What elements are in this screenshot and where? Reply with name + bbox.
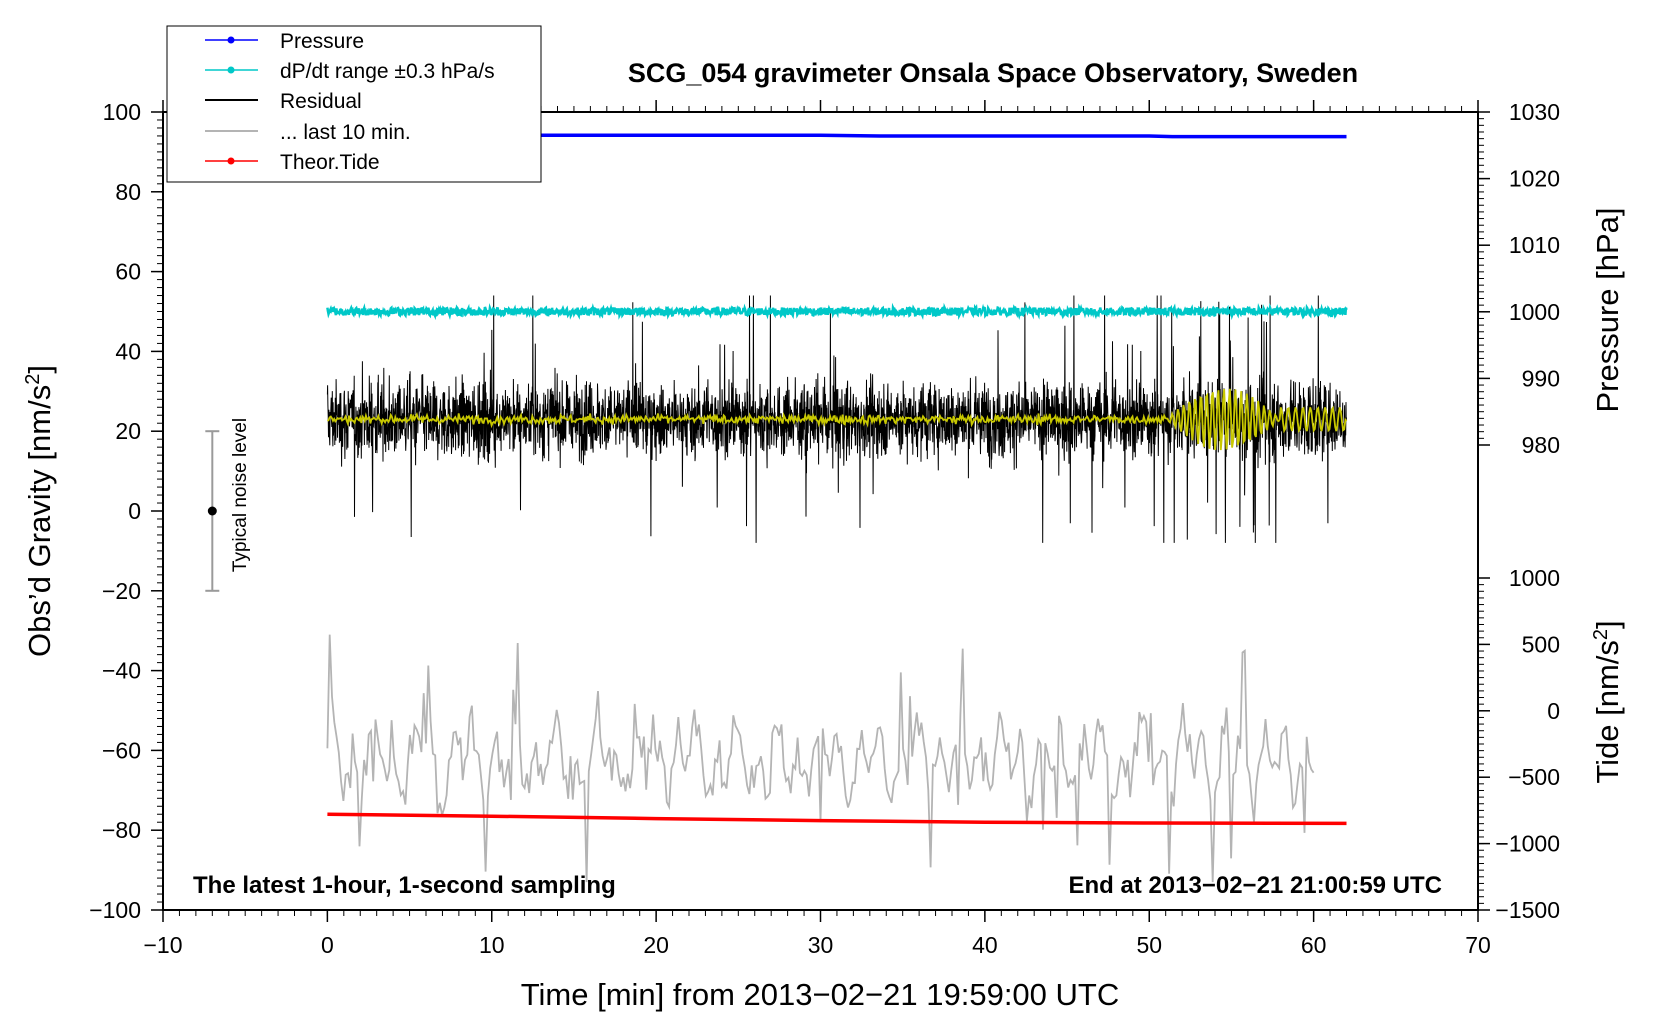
y-left-tick-label: −60 [102, 737, 141, 763]
x-tick-label: 10 [479, 932, 505, 958]
dpdt-series-line [326, 302, 1348, 321]
noise-level-label: Typical noise level [230, 418, 251, 572]
y-left-tick-label: 80 [115, 179, 141, 205]
legend-label-dpdt: dP/dt range ±0.3 hPa/s [280, 60, 495, 83]
x-axis-title: Time [min] from 2013−02−21 19:59:00 UTC [521, 977, 1120, 1012]
annotation-end-time: End at 2013−02−21 21:00:59 UTC [1068, 872, 1442, 899]
y-left-tick-label: −40 [102, 658, 141, 684]
y-axis-title-tide-sup: 2 [1590, 629, 1612, 640]
legend-marker-pressure [227, 36, 235, 44]
y-ticks-tide: 1000 500 0 −500 −1000 −1500 [1478, 565, 1560, 923]
y-left-tick-label: −100 [89, 897, 141, 923]
pressure-series-line [327, 133, 1347, 139]
x-tick-label: 0 [321, 932, 334, 958]
y-left-tick-label: 20 [115, 418, 141, 444]
tide-tick-label: −500 [1508, 764, 1560, 790]
y-left-tick-label: −20 [102, 578, 141, 604]
x-tick-label: 20 [643, 932, 669, 958]
residual-smoothed-series-line [326, 388, 1348, 451]
y-axis-title-left: Obs’d Gravity [nm/s2] [22, 365, 57, 657]
y-left-tick-label: 40 [115, 338, 141, 364]
pressure-tick-label: 980 [1522, 432, 1560, 458]
y-left-tick-label: −80 [102, 817, 141, 843]
pressure-tick-label: 1010 [1509, 232, 1560, 258]
chart-title: SCG_054 gravimeter Onsala Space Observat… [628, 58, 1358, 88]
legend-label-pressure: Pressure [280, 30, 364, 53]
noise-bar-center-dot [207, 506, 217, 516]
tide-tick-label: −1500 [1495, 897, 1560, 923]
y-axis-title-tide: Tide [nm/s2] [1590, 620, 1625, 783]
tide-tick-label: 0 [1547, 698, 1560, 724]
annotation-sampling: The latest 1-hour, 1-second sampling [193, 872, 616, 899]
y-ticks-left: 100 80 60 40 20 0 −20 −40 −60 −80 −100 [89, 99, 163, 923]
y-ticks-pressure: 1030 1020 1010 1000 990 980 [1478, 99, 1560, 458]
x-tick-label: 70 [1465, 932, 1491, 958]
x-tick-label: 40 [972, 932, 998, 958]
y-axis-title-tide-end: ] [1590, 620, 1625, 629]
noise-level-bar [205, 430, 220, 592]
x-tick-label: 50 [1136, 932, 1162, 958]
y-axis-title-pressure: Pressure [hPa] [1590, 207, 1625, 412]
legend-marker-tide [227, 157, 235, 165]
y-axis-title-left-end: ] [22, 365, 57, 374]
pressure-tick-label: 1000 [1509, 299, 1560, 325]
y-left-tick-label: 100 [103, 99, 141, 125]
legend-marker-dpdt [227, 66, 235, 74]
y-axis-title-tide-main: Tide [nm/s [1590, 640, 1625, 784]
x-ticks: −10 0 10 20 30 40 50 60 70 [143, 100, 1491, 958]
y-left-tick-label: 0 [128, 498, 141, 524]
pressure-tick-label: 990 [1522, 365, 1560, 391]
legend-label-last10: ... last 10 min. [280, 121, 411, 144]
legend-label-tide: Theor.Tide [280, 151, 380, 174]
x-tick-label: −10 [143, 932, 182, 958]
tide-tick-label: 1000 [1509, 565, 1560, 591]
y-axis-title-left-main: Obs’d Gravity [nm/s [22, 385, 57, 657]
legend-entry-pressure: Pressure [205, 30, 364, 53]
residual-series-line [326, 295, 1347, 543]
legend-entry-tide: Theor.Tide [205, 151, 380, 174]
legend-entry-dpdt: dP/dt range ±0.3 hPa/s [205, 60, 495, 83]
pressure-tick-label: 1030 [1509, 99, 1560, 125]
x-tick-label: 60 [1301, 932, 1327, 958]
y-axis-title-left-sup: 2 [22, 374, 44, 385]
y-left-tick-label: 60 [115, 259, 141, 285]
legend: Pressure dP/dt range ±0.3 hPa/s Residual… [166, 25, 542, 183]
tide-tick-label: 500 [1522, 631, 1560, 657]
x-tick-label: 30 [808, 932, 834, 958]
theoretical-tide-series-line [327, 812, 1347, 826]
legend-label-residual: Residual [280, 90, 362, 113]
legend-box [166, 25, 542, 183]
last-10-min-series-line [326, 634, 1315, 883]
legend-entry-last10: ... last 10 min. [205, 121, 411, 144]
pressure-tick-label: 1020 [1509, 166, 1560, 192]
tide-tick-label: −1000 [1495, 831, 1560, 857]
series-layer [326, 133, 1348, 883]
legend-entry-residual: Residual [205, 90, 362, 113]
